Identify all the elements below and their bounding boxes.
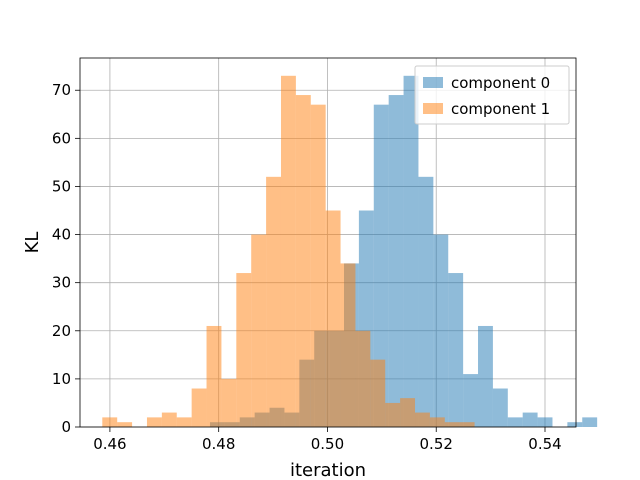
bar-component-0 [433, 234, 449, 427]
bar-component-1 [176, 417, 192, 427]
bar-component-1 [310, 104, 326, 427]
histogram-bars [102, 75, 598, 428]
bar-component-1 [415, 412, 430, 427]
y-tick-label: 70 [52, 81, 71, 99]
bar-component-0 [522, 412, 538, 427]
y-tick-label: 30 [52, 274, 71, 292]
bar-component-1 [385, 402, 401, 427]
bar-component-1 [459, 422, 475, 427]
x-tick-label: 0.50 [311, 435, 344, 453]
bar-component-1 [370, 359, 386, 427]
x-tick-label: 0.46 [93, 435, 126, 453]
bar-component-1 [161, 412, 177, 427]
legend-label-component-1: component 1 [451, 100, 550, 118]
bar-component-0 [567, 422, 583, 427]
y-tick-label: 0 [61, 418, 71, 436]
bar-component-1 [355, 330, 371, 427]
plot-frame [79, 57, 577, 428]
bar-component-0 [478, 325, 493, 427]
x-axis-label: iteration [290, 460, 366, 480]
bar-component-0 [403, 75, 419, 427]
bar-component-0 [418, 176, 434, 427]
bar-component-1 [206, 325, 222, 427]
legend-label-component-0: component 0 [451, 74, 550, 92]
y-tick-label: 20 [52, 322, 71, 340]
y-axis-label: KL [22, 232, 43, 254]
bar-component-1 [444, 422, 460, 427]
bar-component-1 [236, 273, 252, 427]
bar-component-0 [582, 417, 598, 427]
x-tick-label: 0.54 [528, 435, 561, 453]
bar-component-0 [537, 417, 553, 427]
legend-box [414, 65, 570, 125]
bar-component-1 [146, 417, 162, 427]
legend: component 0 component 1 [414, 65, 570, 125]
bar-component-1 [429, 417, 445, 427]
bar-component-0 [463, 374, 479, 427]
bar-component-1 [340, 263, 356, 427]
bar-component-1 [325, 210, 341, 427]
legend-swatch-component-0 [423, 77, 443, 88]
bar-component-1 [102, 417, 118, 427]
y-tick-label: 50 [52, 177, 71, 195]
x-tick-label: 0.48 [202, 435, 235, 453]
bar-component-1 [266, 176, 281, 427]
bar-component-1 [251, 234, 267, 427]
bar-component-1 [400, 398, 416, 427]
bar-component-1 [280, 75, 296, 427]
axis-ticks: 0.46 0.48 0.50 0.52 0.54 0 10 20 30 40 50 60 70 [52, 81, 562, 453]
x-tick-label: 0.52 [420, 435, 453, 453]
bar-component-1 [221, 378, 237, 427]
y-tick-label: 40 [52, 226, 71, 244]
bar-component-0 [492, 388, 508, 427]
y-tick-label: 60 [52, 129, 71, 147]
bar-component-1 [117, 422, 133, 427]
legend-swatch-component-1 [423, 103, 443, 114]
bar-component-0 [373, 104, 389, 427]
bar-component-1 [191, 388, 207, 427]
y-tick-label: 10 [52, 370, 71, 388]
bar-component-0 [388, 95, 404, 428]
bar-component-0 [448, 273, 464, 427]
bar-component-1 [295, 95, 311, 428]
bar-component-0 [507, 417, 523, 427]
